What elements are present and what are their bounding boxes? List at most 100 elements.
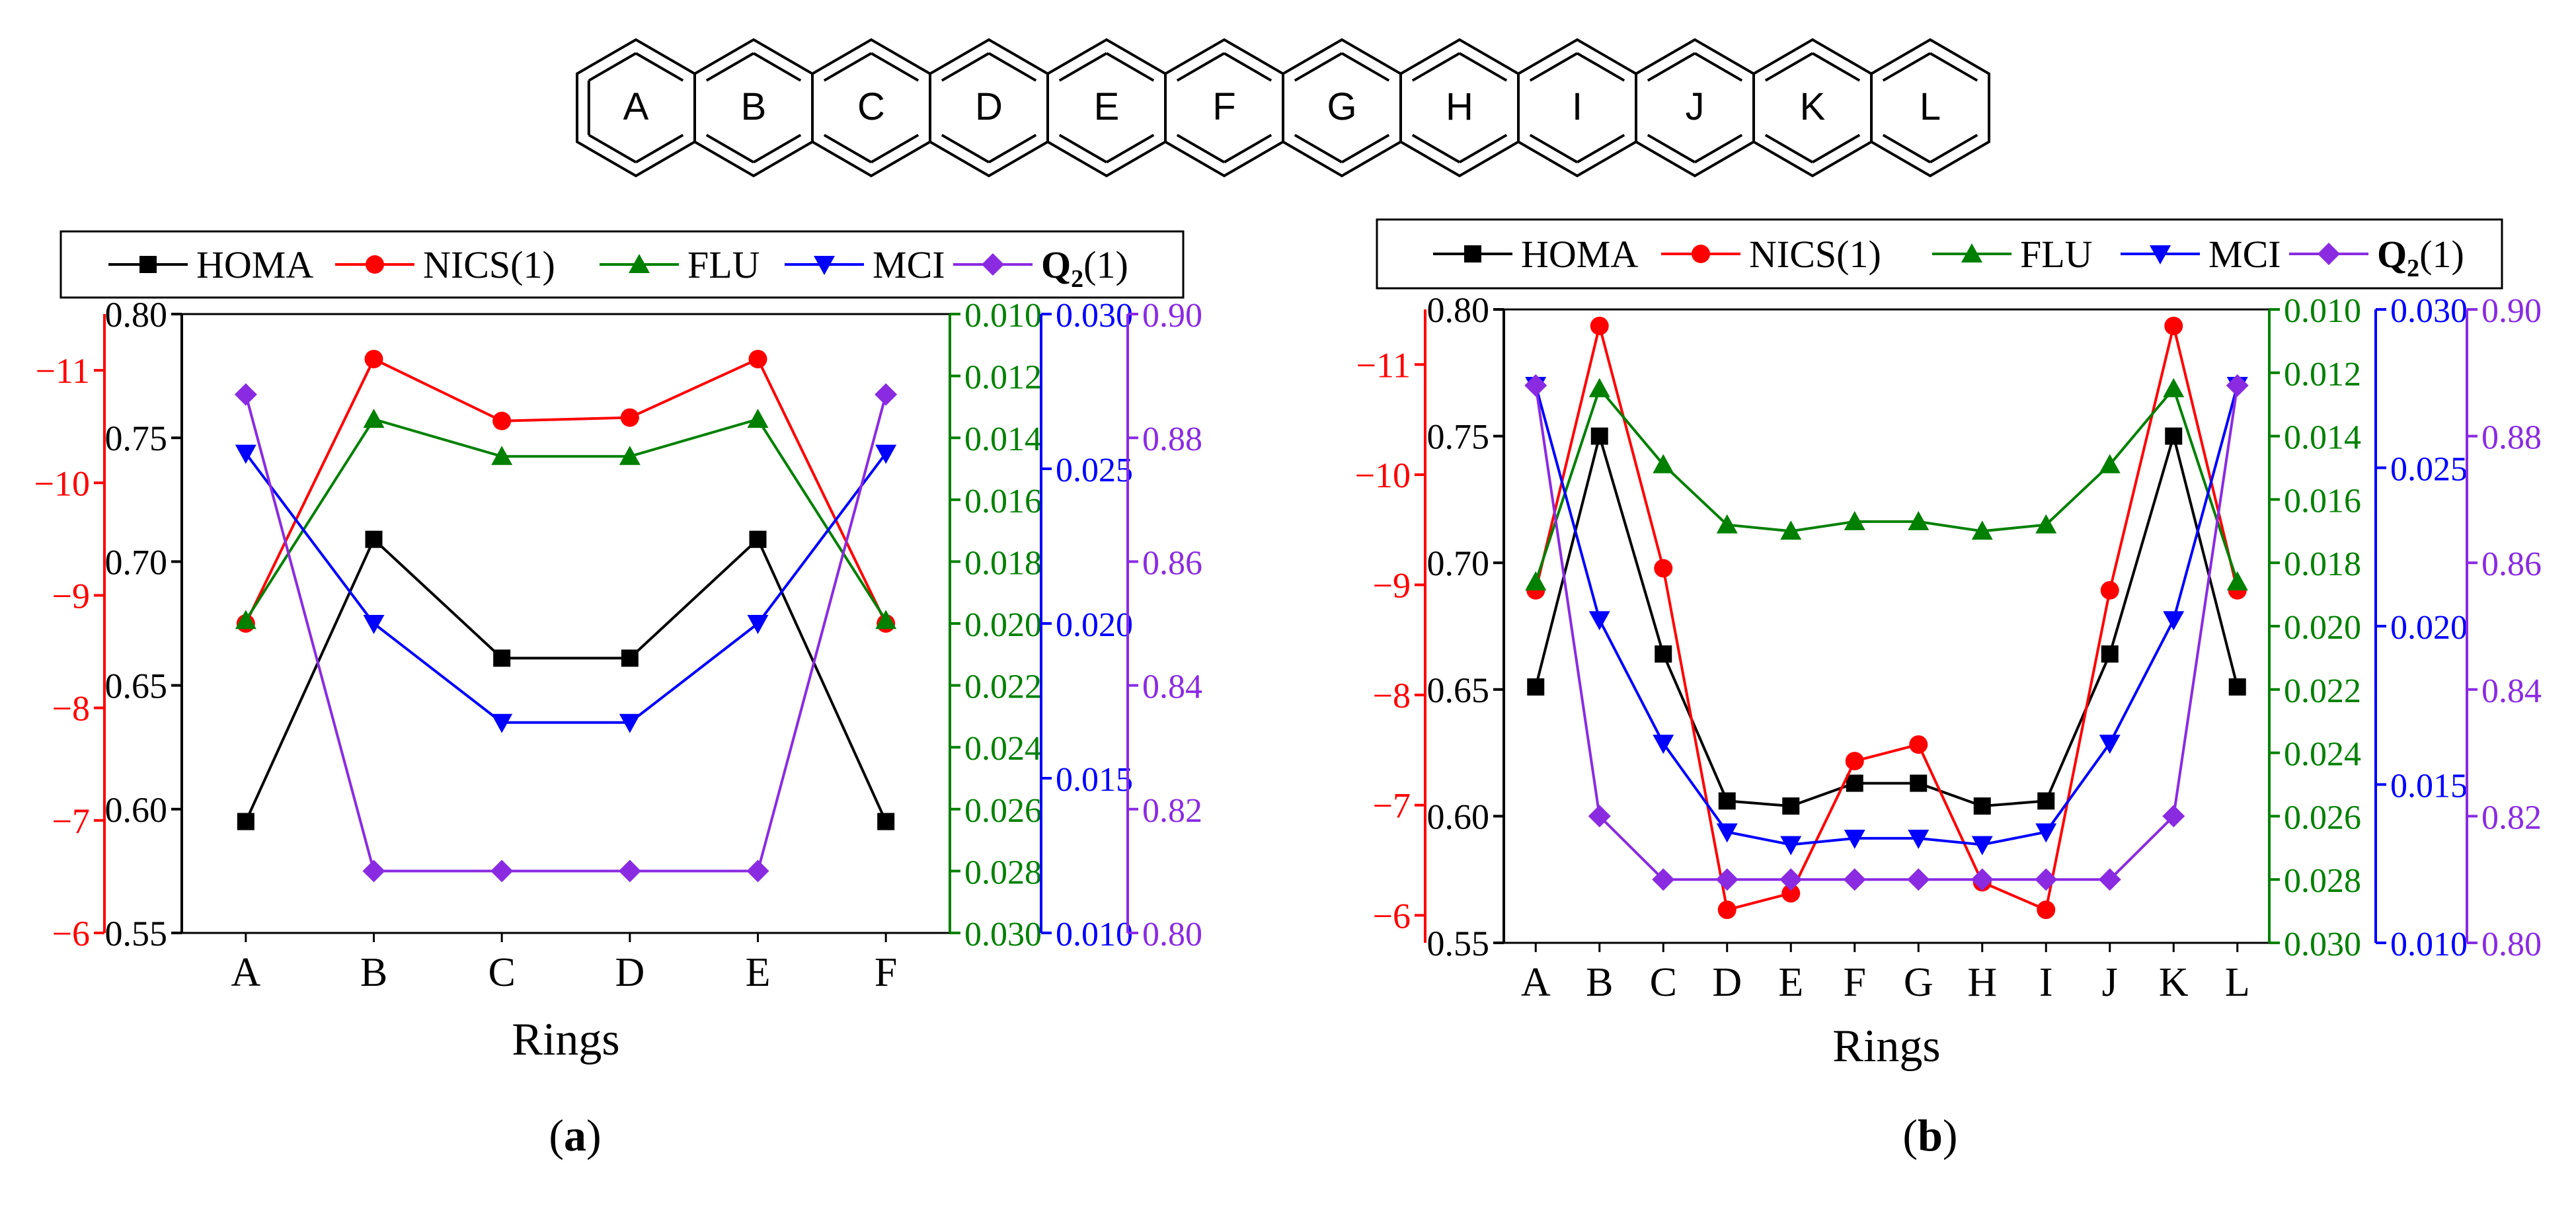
flu-tick-label: 0.030 [2284,926,2361,963]
mci-tick-label: 0.020 [2390,609,2468,647]
homa-marker [1464,245,1481,262]
flu-marker [1971,520,1993,540]
double-bond-line [1105,134,1155,164]
q2-marker [2162,805,2185,828]
nics-marker [1781,884,1801,903]
nics-marker [1845,752,1864,771]
nics-tick-label: −9 [52,576,90,616]
flu-tick-label: 0.012 [964,359,1042,397]
mci-marker [814,256,835,275]
nics-tick-label: −10 [1355,456,1411,495]
mci-marker [1971,836,1993,856]
ring-label: C [857,85,885,128]
x-tick-label: I [2039,960,2053,1005]
homa-marker [621,649,639,667]
flu-marker [619,446,641,465]
nics-tick-label: −10 [34,463,90,503]
legend-label-nics: NICS(1) [1749,233,1881,276]
panel-b: HOMA NICS(1) FLU MCI Q2(1) −6 −7 −8 −9 −10 −11 0.55… [1355,218,2542,1160]
x-tick-label: C [488,950,515,995]
x-tick-label: L [2225,960,2250,1005]
legend-label-homa: HOMA [196,243,313,286]
flu-tick-label: 0.024 [964,730,1042,768]
homa-marker [237,813,254,830]
homa-tick-label: 0.75 [105,419,168,458]
mci-marker [2099,735,2121,754]
homa-tick-label: 0.55 [105,914,168,953]
double-bond-line [1458,134,1508,164]
double-bond-line [1694,134,1743,164]
homa-tick-label: 0.65 [105,666,168,706]
flu-tick-label: 0.010 [2284,292,2361,330]
q2-marker [1779,868,1803,891]
homa-marker [2228,678,2246,696]
homa-series-line [245,537,887,823]
q2-marker [982,253,1004,276]
double-bond-line [588,52,637,82]
double-bond-line [752,52,802,82]
flu-marker [1525,571,1547,590]
q2-tick-label: 0.80 [1142,916,1202,953]
homa-tick-label: 0.60 [105,790,168,830]
nics-tick-label: −8 [1373,676,1411,715]
q2-tick-label: 0.86 [1142,544,1202,582]
mci-tick-label: 0.010 [1056,916,1133,953]
double-bond-line [1294,52,1343,82]
flu-tick-label: 0.018 [2284,545,2361,583]
flu-tick-label: 0.014 [964,421,1042,458]
double-bond-line [988,52,1037,82]
double-bond-line [1341,52,1390,82]
nics-tick-label: −7 [52,801,90,841]
flu-marker [1844,510,1865,530]
q2-marker [2318,243,2340,265]
ring-label: D [975,85,1003,128]
nics-tick-label: −6 [52,914,90,953]
q2-marker [2035,868,2058,891]
q2-tick-label: 0.82 [1142,792,1202,830]
flu-tick-label: 0.028 [2284,862,2361,900]
double-bond-line [1529,134,1579,164]
homa-series-line [1534,431,2239,808]
ring-label: H [1446,85,1473,128]
homa-marker [1527,678,1545,696]
q2-marker [1907,868,1930,891]
x-tick-label: D [615,950,644,995]
mci-marker [363,615,385,634]
double-bond-line [635,134,684,164]
mci-tick-label: 0.025 [2390,451,2468,489]
x-tick-label: F [1844,960,1866,1005]
nics-series-line [1534,325,2239,912]
ring-label: L [1920,85,1941,128]
mci-series-line [245,452,887,724]
flu-marker [2163,378,2185,397]
q2-marker [234,383,257,406]
mci-marker [2035,823,2057,843]
mci-tick-label: 0.025 [1056,452,1133,489]
homa-marker [1718,792,1736,810]
homa-marker [2165,427,2183,445]
ring-label: I [1572,85,1582,128]
double-bond-line [1176,134,1226,164]
mci-marker [2163,611,2185,631]
homa-tick-label: 0.70 [1427,543,1490,583]
nics-marker [1590,316,1609,335]
double-bond-line [1576,134,1625,164]
homa-marker [1590,427,1608,445]
nics-tick-label: −11 [1356,345,1411,385]
flu-tick-label: 0.016 [964,483,1042,520]
q2-marker [1971,868,1994,891]
mci-marker [1908,829,1930,849]
panel-a: HOMA NICS(1) FLU MCI Q2(1) −6 −7 −8 −9 −10 −11 0.55… [34,230,1202,1160]
q2-marker [1524,374,1547,397]
mci-marker [1844,829,1865,849]
double-bond-line [752,134,802,164]
q2-tick-label: 0.84 [2481,672,2542,710]
mci-marker [875,444,897,464]
q2-tick-label: 0.84 [1142,668,1202,706]
flu-tick-label: 0.028 [964,854,1042,891]
flu-marker [1588,378,1610,397]
q2-marker [1652,868,1675,891]
homa-marker [1846,774,1863,792]
flu-tick-label: 0.020 [2284,609,2361,647]
q2-marker [490,860,514,883]
